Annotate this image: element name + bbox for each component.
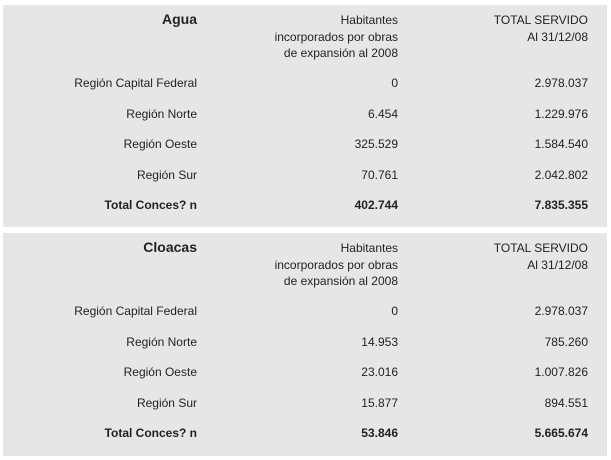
cell-value: 894.551 (544, 396, 588, 411)
row-label: Región Norte (126, 106, 197, 121)
column-header: de expansión al 2008 (283, 46, 398, 60)
cell-value: 1.007.826 (534, 365, 588, 380)
row-label: Región Capital Federal (74, 76, 197, 90)
column-header: TOTAL SERVIDO (493, 241, 588, 255)
total-value: 53.846 (361, 426, 398, 440)
total-value: 5.665.674 (534, 426, 588, 440)
total-label: Total Conces? n (104, 198, 197, 212)
cell-value: 14.953 (361, 334, 398, 349)
cell-value: 23.016 (361, 365, 398, 380)
total-value: 402.744 (354, 198, 398, 212)
row-label: Región Sur (136, 396, 197, 411)
total-value: 7.835.355 (534, 198, 588, 212)
cell-value: 785.260 (544, 334, 588, 349)
cell-value: 6.454 (367, 106, 398, 121)
cell-value: 70.761 (361, 168, 398, 183)
cell-value: 1.229.976 (534, 106, 588, 121)
column-header: TOTAL SERVIDO (493, 13, 588, 27)
column-header: Habitantes (340, 241, 398, 255)
column-header: incorporados por obras (274, 29, 398, 44)
cell-value: 1.584.540 (534, 137, 588, 152)
table-panel: Agua Habitantes incorporados por obras de e… (3, 5, 607, 227)
row-label: Región Oeste (123, 365, 197, 380)
column-header: incorporados por obras (274, 257, 398, 272)
cell-value: 0 (391, 76, 398, 90)
row-label: Región Oeste (123, 137, 197, 152)
column-header: Al 31/12/08 (527, 257, 588, 272)
column-header: Al 31/12/08 (527, 29, 588, 44)
column-header: de expansión al 2008 (283, 274, 398, 288)
row-label: Región Sur (136, 168, 197, 183)
total-label: Total Conces? n (104, 426, 197, 440)
table-title: Agua (162, 11, 197, 27)
row-label: Región Capital Federal (74, 304, 197, 318)
cell-value: 15.877 (361, 396, 398, 411)
cell-value: 0 (391, 304, 398, 318)
cell-value: 2.978.037 (534, 304, 588, 318)
cell-value: 2.042.802 (534, 168, 588, 183)
column-header: Habitantes (340, 13, 398, 27)
table-panel: Cloacas Habitantes incorporados por obras d… (3, 233, 607, 456)
cell-value: 325.529 (354, 137, 398, 152)
row-label: Región Norte (126, 334, 197, 349)
table-title: Cloacas (143, 239, 197, 255)
cell-value: 2.978.037 (534, 76, 588, 90)
